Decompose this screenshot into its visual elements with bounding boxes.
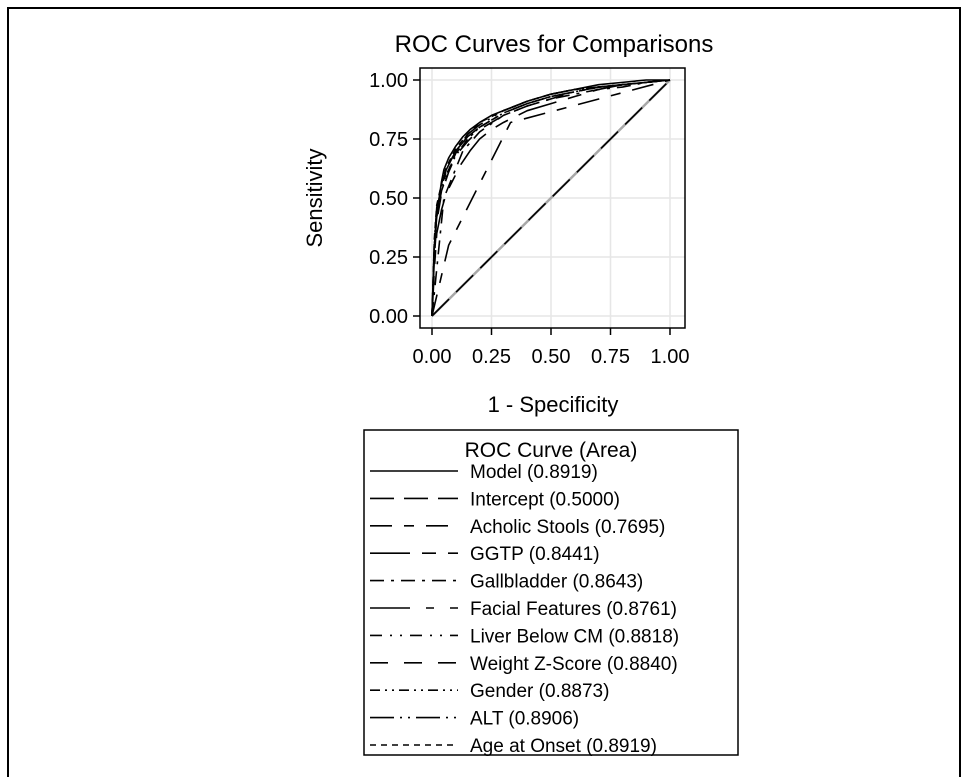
roc-curve-10 xyxy=(431,79,671,317)
x-tick-label-3: 0.75 xyxy=(591,346,630,368)
y-tick-label-3: 0.75 xyxy=(369,129,408,151)
roc-curve-3 xyxy=(431,79,671,317)
roc-curve-1 xyxy=(431,79,671,317)
legend-label-10: Age at Onset (0.8919) xyxy=(470,736,657,757)
x-tick-label-0: 0.00 xyxy=(413,346,452,368)
legend-label-3: GGTP (0.8441) xyxy=(470,544,600,565)
legend-label-2: Acholic Stools (0.7695) xyxy=(470,517,665,538)
legend-entries: Model (0.8919) Intercept (0.5000) Acholic … xyxy=(370,462,679,757)
x-axis-label: 1 - Specificity xyxy=(488,392,619,417)
x-axis-ticks: 0.00 0.25 0.50 0.75 1.00 xyxy=(413,328,690,368)
y-tick-label-1: 0.25 xyxy=(369,247,408,269)
x-tick-label-4: 1.00 xyxy=(651,346,690,368)
chart-title: ROC Curves for Comparisons xyxy=(395,31,714,58)
roc-curve-2 xyxy=(431,79,671,317)
y-tick-label-4: 1.00 xyxy=(369,70,408,92)
roc-curve-4 xyxy=(431,79,671,317)
legend: ROC Curve (Area) Model (0.8919) Intercept… xyxy=(363,429,739,757)
legend-label-5: Facial Features (0.8761) xyxy=(470,599,677,620)
legend-label-0: Model (0.8919) xyxy=(470,462,598,483)
legend-label-4: Gallbladder (0.8643) xyxy=(470,572,643,593)
y-tick-label-2: 0.50 xyxy=(369,188,408,210)
legend-label-7: Weight Z-Score (0.8840) xyxy=(470,654,678,675)
roc-curve-7 xyxy=(431,79,671,317)
x-tick-label-2: 0.50 xyxy=(532,346,571,368)
y-axis-ticks: 0.00 0.25 0.50 0.75 1.00 xyxy=(369,70,420,328)
roc-curves xyxy=(431,79,671,317)
y-axis-label: Sensitivity xyxy=(302,148,327,247)
legend-label-1: Intercept (0.5000) xyxy=(470,489,620,510)
x-tick-label-1: 0.25 xyxy=(472,346,511,368)
legend-label-6: Liver Below CM (0.8818) xyxy=(470,626,679,647)
y-tick-label-0: 0.00 xyxy=(369,306,408,328)
legend-label-9: ALT (0.8906) xyxy=(470,709,579,730)
figure-frame xyxy=(7,7,961,777)
legend-title: ROC Curve (Area) xyxy=(465,439,638,462)
legend-box xyxy=(363,429,739,756)
roc-curve-8 xyxy=(431,79,671,317)
legend-label-8: Gender (0.8873) xyxy=(470,681,609,702)
